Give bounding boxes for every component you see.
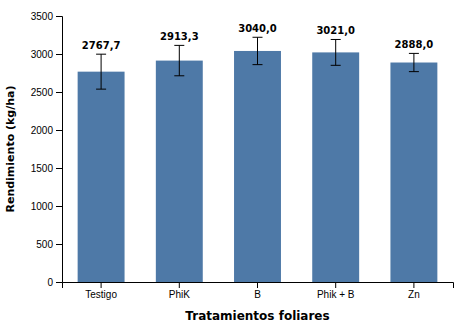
x-axis-title: Tratamientos foliares [185, 309, 329, 323]
data-label: 2888,0 [395, 39, 434, 50]
y-tick-mark [56, 206, 62, 207]
x-axis-line [63, 283, 454, 289]
y-tick-mark [56, 282, 62, 283]
y-tick: 2500 [31, 87, 62, 98]
y-tick-label: 1500 [31, 163, 54, 174]
x-tick: B [254, 282, 261, 300]
x-tick-label: Zn [408, 289, 420, 300]
y-tick: 1000 [31, 201, 62, 212]
x-tick: Zn [408, 282, 420, 300]
x-tick-mark [335, 282, 336, 288]
bar [390, 63, 437, 282]
y-tick-mark [56, 92, 62, 93]
x-tick-label: Phik + B [317, 289, 355, 300]
y-tick-mark [56, 16, 62, 17]
bar [234, 51, 281, 282]
x-tick-mark [413, 282, 414, 288]
data-labels: 2767,7 2913,3 3040,0 3021,0 2888,0 [82, 23, 433, 51]
x-tick-label: Testigo [85, 289, 117, 300]
y-tick: 3500 [31, 11, 62, 22]
y-axis: 0 500 1000 1500 2000 2500 3000 3500 [31, 11, 63, 288]
x-tick: Testigo [85, 282, 117, 300]
x-tick-mark [101, 282, 102, 288]
data-label: 2767,7 [82, 40, 121, 51]
error-bar [174, 45, 184, 75]
data-label: 3040,0 [238, 23, 277, 34]
y-tick: 2000 [31, 125, 62, 136]
error-bar [96, 54, 106, 89]
x-tick: PhiK [169, 282, 190, 300]
chart: 0 500 1000 1500 2000 2500 3000 3500 Testigo PhiK B… [0, 0, 467, 330]
y-tick-label: 2500 [31, 87, 54, 98]
y-tick-mark [56, 54, 62, 55]
y-axis-title: Rendimiento (kg/ha) [4, 85, 17, 212]
x-tick: Phik + B [317, 282, 355, 300]
y-tick-label: 3500 [31, 11, 54, 22]
marks [78, 37, 438, 282]
bar [312, 52, 359, 282]
y-tick-label: 2000 [31, 125, 54, 136]
x-tick-label: B [254, 289, 261, 300]
x-tick-mark [257, 282, 258, 288]
y-tick: 3000 [31, 49, 62, 60]
y-tick-mark [56, 130, 62, 131]
bar [156, 61, 203, 282]
y-tick: 0 [47, 277, 62, 288]
y-tick-label: 1000 [31, 201, 54, 212]
x-tick-label: PhiK [169, 289, 190, 300]
x-axis: Testigo PhiK B Phik + B Zn [63, 282, 454, 300]
y-tick: 1500 [31, 163, 62, 174]
y-tick: 500 [36, 239, 62, 250]
data-label: 3021,0 [316, 25, 355, 36]
error-bar [253, 37, 263, 64]
error-bar [331, 39, 341, 65]
y-tick-label: 0 [47, 277, 53, 288]
data-label: 2913,3 [160, 31, 199, 42]
y-tick-label: 3000 [31, 49, 54, 60]
bar [78, 72, 125, 282]
y-axis-line [56, 17, 63, 283]
plot: 0 500 1000 1500 2000 2500 3000 3500 Testigo PhiK B… [4, 11, 454, 323]
x-tick-mark [179, 282, 180, 288]
error-bar [409, 53, 419, 71]
y-tick-label: 500 [36, 239, 53, 250]
y-tick-mark [56, 168, 62, 169]
y-tick-mark [56, 244, 62, 245]
